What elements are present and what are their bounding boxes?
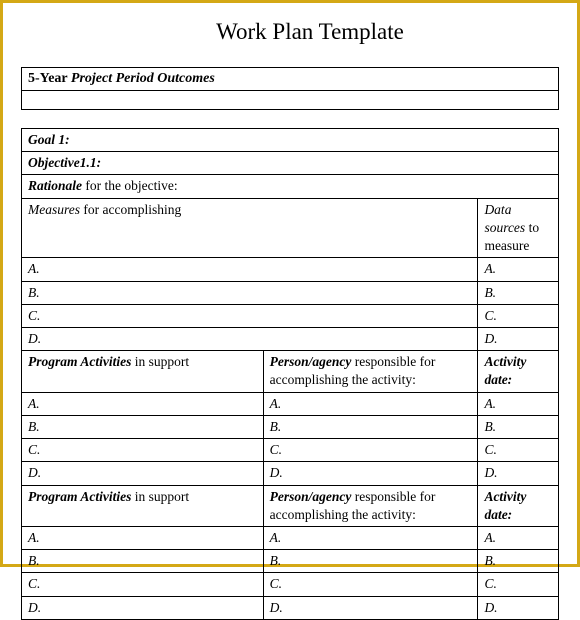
program-header-1: Program Activities in support Person/age… — [22, 351, 559, 392]
measure-d: D. — [22, 327, 478, 350]
measure-c: C. — [22, 304, 478, 327]
objective-cell: Objective1.1: — [22, 152, 559, 175]
pers2-c: C. — [263, 573, 478, 596]
activity-date-1: Activity date: — [478, 351, 559, 392]
plan-table: Goal 1: Objective1.1: Rationale for the … — [21, 128, 559, 620]
measures-rest: for accomplishing — [80, 202, 181, 217]
objective-label: Objective1.1: — [28, 155, 101, 170]
measures-cell: Measures for accomplishing — [22, 198, 478, 258]
rationale-row: Rationale for the objective: — [22, 175, 559, 198]
date2-d: D. — [478, 596, 559, 619]
program-activities-1: Program Activities in support — [22, 351, 264, 392]
program-2-row-a: A. A. A. — [22, 526, 559, 549]
date1-b: B. — [478, 415, 559, 438]
person-bold-2: Person/agency — [270, 489, 352, 504]
outcomes-label-bold: 5-Year — [28, 71, 71, 86]
rationale-rest: for the objective: — [82, 178, 178, 193]
program-2-row-d: D. D. D. — [22, 596, 559, 619]
program-header-2: Program Activities in support Person/age… — [22, 485, 559, 526]
prog2-a: A. — [22, 526, 264, 549]
program-activities-2: Program Activities in support — [22, 485, 264, 526]
datasource-b: B. — [478, 281, 559, 304]
pers2-d: D. — [263, 596, 478, 619]
program-2-row-c: C. C. C. — [22, 573, 559, 596]
measures-row-d: D. D. — [22, 327, 559, 350]
datasources-ital: Data sources — [484, 202, 525, 235]
pers1-b: B. — [263, 415, 478, 438]
prog2-b: B. — [22, 550, 264, 573]
measure-a: A. — [22, 258, 478, 281]
goal-label: Goal 1: — [28, 132, 70, 147]
program-1-row-c: C. C. C. — [22, 439, 559, 462]
measures-row-b: B. B. — [22, 281, 559, 304]
prog1-c: C. — [22, 439, 264, 462]
pers1-a: A. — [263, 392, 478, 415]
measures-row-a: A. A. — [22, 258, 559, 281]
outcomes-header: 5-Year Project Period Outcomes — [22, 68, 558, 91]
person-bold-1: Person/agency — [270, 354, 352, 369]
measures-ital: Measures — [28, 202, 80, 217]
prog1-a: A. — [22, 392, 264, 415]
measures-header-row: Measures for accomplishing Data sources … — [22, 198, 559, 258]
date2-a: A. — [478, 526, 559, 549]
date1-c: C. — [478, 439, 559, 462]
datasource-c: C. — [478, 304, 559, 327]
goal-cell: Goal 1: — [22, 129, 559, 152]
datasource-a: A. — [478, 258, 559, 281]
pers1-c: C. — [263, 439, 478, 462]
program-1-row-b: B. B. B. — [22, 415, 559, 438]
prog2-d: D. — [22, 596, 264, 619]
program-2-row-b: B. B. B. — [22, 550, 559, 573]
page-title: Work Plan Template — [21, 19, 559, 45]
outcomes-label-ital: Project Period Outcomes — [71, 71, 215, 86]
prog2-c: C. — [22, 573, 264, 596]
program-bold-1: Program Activities — [28, 354, 131, 369]
date2-c: C. — [478, 573, 559, 596]
program-1-row-d: D. D. D. — [22, 462, 559, 485]
person-agency-1: Person/agency responsible for accomplish… — [263, 351, 478, 392]
date1-a: A. — [478, 392, 559, 415]
prog1-b: B. — [22, 415, 264, 438]
date1-d: D. — [478, 462, 559, 485]
rationale-bold: Rationale — [28, 178, 82, 193]
datasources-cell: Data sources to measure — [478, 198, 559, 258]
program-rest-2: in support — [131, 489, 189, 504]
prog1-d: D. — [22, 462, 264, 485]
goal-row: Goal 1: — [22, 129, 559, 152]
program-bold-2: Program Activities — [28, 489, 131, 504]
page: Work Plan Template 5-Year Project Period… — [0, 0, 580, 567]
measures-row-c: C. C. — [22, 304, 559, 327]
activity-date-2: Activity date: — [478, 485, 559, 526]
rationale-cell: Rationale for the objective: — [22, 175, 559, 198]
datasource-d: D. — [478, 327, 559, 350]
outcomes-box: 5-Year Project Period Outcomes — [21, 67, 559, 110]
measure-b: B. — [22, 281, 478, 304]
date2-b: B. — [478, 550, 559, 573]
outcomes-body — [22, 91, 558, 109]
pers2-a: A. — [263, 526, 478, 549]
program-rest-1: in support — [131, 354, 189, 369]
objective-row: Objective1.1: — [22, 152, 559, 175]
pers1-d: D. — [263, 462, 478, 485]
person-agency-2: Person/agency responsible for accomplish… — [263, 485, 478, 526]
pers2-b: B. — [263, 550, 478, 573]
program-1-row-a: A. A. A. — [22, 392, 559, 415]
